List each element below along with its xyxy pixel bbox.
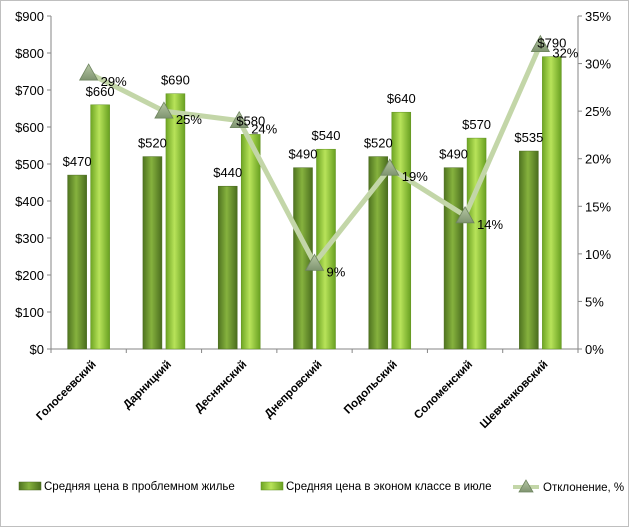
legend-swatch-deviation-marker xyxy=(518,479,534,493)
bar-economy-class xyxy=(240,134,261,350)
bar-value-label: $540 xyxy=(312,128,341,143)
category-label: Деснянский xyxy=(193,359,249,415)
bar-problem-housing xyxy=(519,150,539,350)
bars xyxy=(67,56,562,350)
bar-value-label: $790 xyxy=(537,36,566,51)
right-tick-label: 0% xyxy=(585,342,604,357)
bar-value-label: $440 xyxy=(213,165,242,180)
left-tick-label: $800 xyxy=(15,46,44,61)
left-tick-label: $600 xyxy=(15,120,44,135)
deviation-value-label: 32% xyxy=(552,46,578,61)
category-label: Подольский xyxy=(342,359,400,417)
bar-value-label: $490 xyxy=(289,147,318,162)
right-tick-label: 5% xyxy=(585,294,604,309)
deviation-value-label: 9% xyxy=(327,264,346,279)
deviation-value-label: 24% xyxy=(251,122,277,137)
legend-label: Средняя цена в эконом классе в июле xyxy=(286,481,492,493)
left-tick-label: $900 xyxy=(15,9,44,24)
deviation-marker xyxy=(304,253,325,271)
bar-problem-housing xyxy=(217,185,238,350)
legend-swatch-problem-housing xyxy=(18,481,42,491)
right-tick-label: 20% xyxy=(585,152,611,167)
deviation-value-label: 25% xyxy=(176,112,202,127)
right-tick-label: 25% xyxy=(585,104,611,119)
right-tick-label: 10% xyxy=(585,247,611,262)
category-label: Голосеевский xyxy=(34,359,98,423)
left-tick-label: $200 xyxy=(15,268,44,283)
right-tick-label: 35% xyxy=(585,9,611,24)
left-tick-label: $400 xyxy=(15,194,44,209)
deviation-value-label: 19% xyxy=(402,169,428,184)
legend-label: Средняя цена в проблемном жилье xyxy=(44,481,235,493)
bar-value-label: $570 xyxy=(462,117,491,132)
legend-swatch-economy-class xyxy=(260,481,284,491)
bar-economy-class xyxy=(542,56,562,350)
deviation-marker xyxy=(78,63,99,81)
legend-label: Отклонение, % xyxy=(543,482,624,494)
bar-problem-housing xyxy=(67,174,87,350)
bar-problem-housing xyxy=(443,167,464,350)
data-labels: $470 $660 $520 $690 $440 $580 $490 $540 $520 $640… xyxy=(63,36,579,280)
bar-economy-class xyxy=(90,104,110,350)
left-tick-label: $500 xyxy=(15,157,44,172)
bar-value-label: $660 xyxy=(86,84,115,99)
bar-economy-class xyxy=(466,137,487,350)
right-tick-label: 15% xyxy=(585,199,611,214)
bar-economy-class xyxy=(165,93,186,350)
deviation-marker xyxy=(229,110,249,129)
bar-value-label: $490 xyxy=(439,147,468,162)
deviation-marker xyxy=(380,158,400,176)
deviation-value-label: 29% xyxy=(101,74,127,89)
bar-problem-housing xyxy=(368,156,389,350)
left-tick-label: $100 xyxy=(15,305,44,320)
deviation-line xyxy=(78,34,551,271)
left-tick-label: $700 xyxy=(15,83,44,98)
category-label: Шевченковский xyxy=(478,359,550,431)
right-tick-label: 30% xyxy=(585,57,611,72)
bar-value-label: $520 xyxy=(364,136,393,151)
legend: Средняя цена в проблемном жилье Средняя ц… xyxy=(18,479,624,494)
category-label: Соломенский xyxy=(412,359,475,422)
bar-value-label: $520 xyxy=(138,136,167,151)
bar-value-label: $535 xyxy=(514,130,543,145)
bar-economy-class xyxy=(391,111,412,350)
left-tick-label: $300 xyxy=(15,231,44,246)
deviation-marker xyxy=(530,34,551,52)
bar-value-label: $690 xyxy=(161,73,190,88)
deviation-marker xyxy=(154,101,174,119)
bar-value-label: $580 xyxy=(236,113,265,128)
deviation-value-label: 14% xyxy=(477,217,503,232)
category-label: Днепровский xyxy=(263,359,325,421)
left-tick-label: $0 xyxy=(30,342,44,357)
bar-value-label: $470 xyxy=(63,154,92,169)
deviation-marker xyxy=(455,205,475,224)
category-label: Дарницкий xyxy=(121,359,174,412)
bar-value-label: $640 xyxy=(387,91,416,106)
bar-problem-housing xyxy=(142,156,163,350)
